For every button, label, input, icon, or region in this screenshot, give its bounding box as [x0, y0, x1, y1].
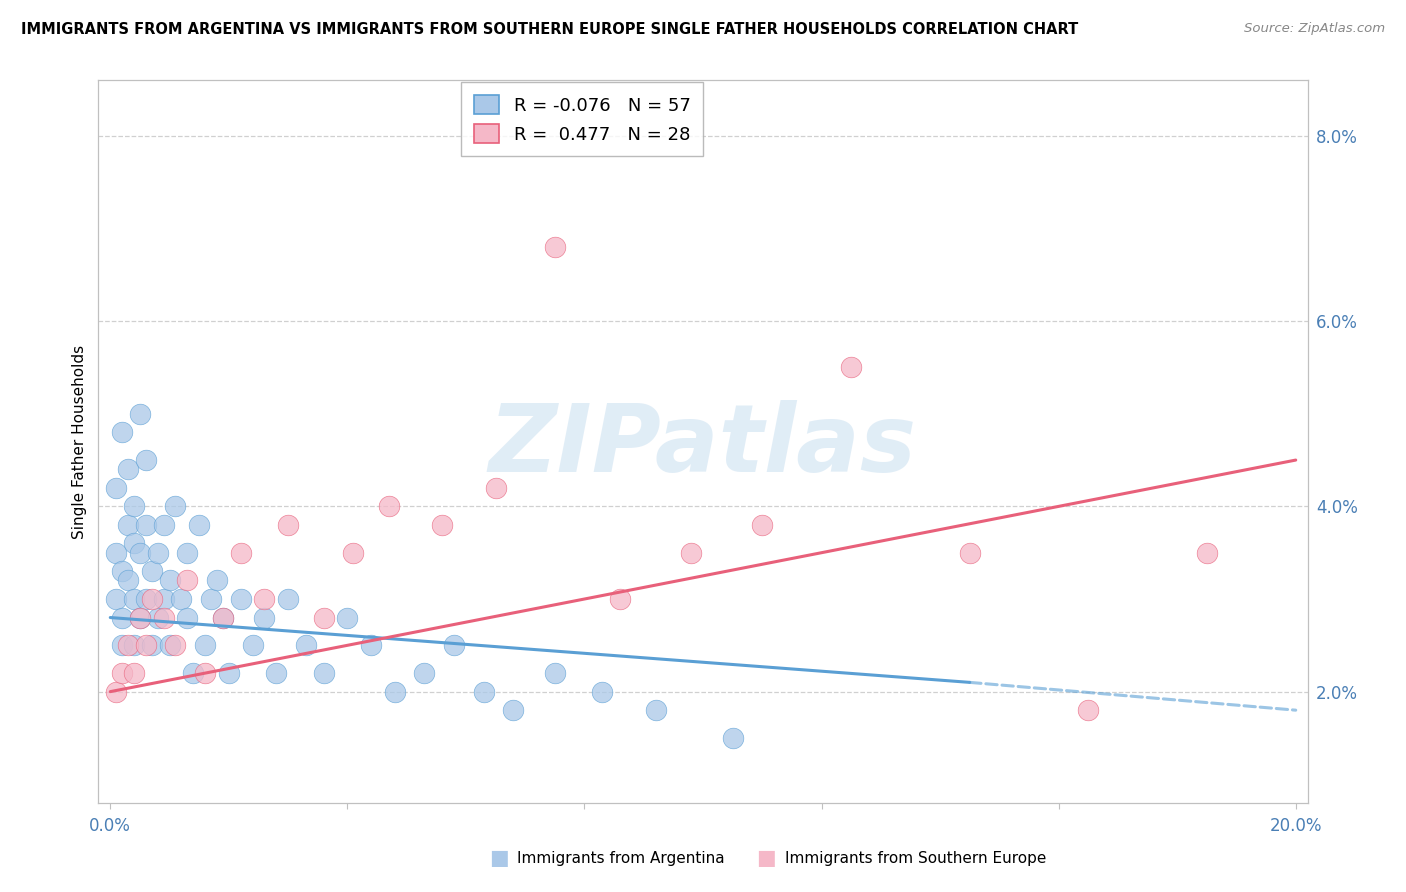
Point: [111, 666, 134, 681]
Point: [242, 638, 264, 652]
Point: [484, 481, 506, 495]
Point: [152, 610, 174, 624]
Point: [218, 666, 240, 681]
Point: [176, 610, 198, 624]
Point: [378, 500, 401, 514]
Point: [751, 517, 773, 532]
Point: [135, 517, 157, 532]
Text: IMMIGRANTS FROM ARGENTINA VS IMMIGRANTS FROM SOUTHERN EUROPE SINGLE FATHER HOUSE: IMMIGRANTS FROM ARGENTINA VS IMMIGRANTS …: [21, 22, 1078, 37]
Point: [159, 638, 181, 652]
Point: [105, 546, 128, 560]
Text: ZIPatlas: ZIPatlas: [489, 400, 917, 492]
Point: [502, 703, 524, 717]
Point: [152, 592, 174, 607]
Point: [312, 666, 335, 681]
Point: [105, 592, 128, 607]
Point: [129, 610, 152, 624]
Point: [1077, 703, 1099, 717]
Point: [146, 546, 169, 560]
Point: [181, 666, 204, 681]
Point: [117, 462, 139, 476]
Point: [544, 666, 567, 681]
Point: [122, 500, 145, 514]
Point: [146, 610, 169, 624]
Text: Immigrants from Southern Europe: Immigrants from Southern Europe: [785, 851, 1046, 865]
Point: [644, 703, 666, 717]
Point: [384, 684, 406, 698]
Point: [129, 610, 152, 624]
Point: [591, 684, 613, 698]
Point: [432, 517, 454, 532]
Y-axis label: Single Father Households: Single Father Households: [72, 344, 87, 539]
Point: [253, 610, 276, 624]
Point: [200, 592, 222, 607]
Point: [212, 610, 235, 624]
Point: [111, 425, 134, 440]
Point: [413, 666, 436, 681]
Point: [277, 517, 299, 532]
Point: [312, 610, 335, 624]
Point: [1195, 546, 1218, 560]
Point: [229, 592, 252, 607]
Point: [135, 592, 157, 607]
Point: [152, 517, 174, 532]
Point: [959, 546, 981, 560]
Point: [165, 638, 187, 652]
Point: [839, 360, 862, 375]
Point: [681, 546, 703, 560]
Point: [141, 638, 163, 652]
Point: [336, 610, 359, 624]
Point: [111, 638, 134, 652]
Point: [129, 407, 152, 421]
Point: [170, 592, 193, 607]
Point: [111, 564, 134, 578]
Point: [360, 638, 382, 652]
Point: [342, 546, 364, 560]
Point: [295, 638, 318, 652]
Point: [188, 517, 211, 532]
Text: Source: ZipAtlas.com: Source: ZipAtlas.com: [1244, 22, 1385, 36]
Point: [122, 536, 145, 550]
Point: [544, 240, 567, 254]
Point: [105, 684, 128, 698]
Point: [111, 610, 134, 624]
Text: ■: ■: [756, 848, 776, 868]
Point: [176, 546, 198, 560]
Point: [253, 592, 276, 607]
Point: [609, 592, 631, 607]
Point: [176, 574, 198, 588]
Point: [277, 592, 299, 607]
Point: [205, 574, 228, 588]
Text: ■: ■: [489, 848, 509, 868]
Point: [443, 638, 465, 652]
Point: [117, 574, 139, 588]
Point: [194, 666, 217, 681]
Legend: R = -0.076   N = 57, R =  0.477   N = 28: R = -0.076 N = 57, R = 0.477 N = 28: [461, 82, 703, 156]
Point: [721, 731, 744, 745]
Point: [141, 564, 163, 578]
Point: [122, 638, 145, 652]
Point: [264, 666, 287, 681]
Point: [122, 592, 145, 607]
Point: [135, 638, 157, 652]
Point: [212, 610, 235, 624]
Point: [129, 546, 152, 560]
Point: [135, 453, 157, 467]
Point: [122, 666, 145, 681]
Point: [141, 592, 163, 607]
Point: [117, 517, 139, 532]
Point: [117, 638, 139, 652]
Text: Immigrants from Argentina: Immigrants from Argentina: [517, 851, 725, 865]
Point: [194, 638, 217, 652]
Point: [105, 481, 128, 495]
Point: [159, 574, 181, 588]
Point: [165, 500, 187, 514]
Point: [229, 546, 252, 560]
Point: [472, 684, 495, 698]
